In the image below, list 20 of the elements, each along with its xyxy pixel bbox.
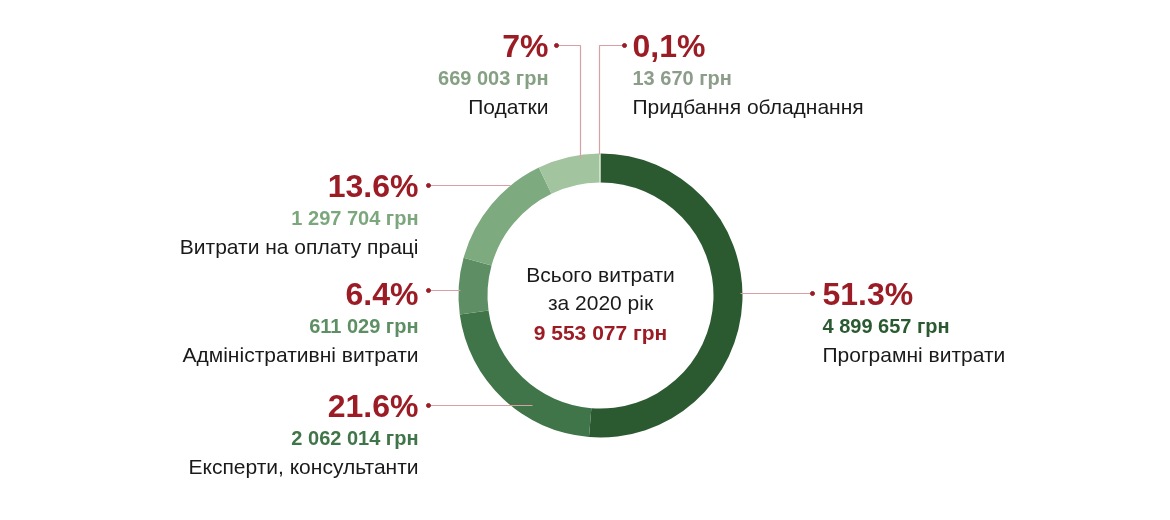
- text: 6.4%: [345, 275, 419, 312]
- slice-label: Програмні витрати: [822, 343, 1006, 366]
- slice-label: Податки: [468, 95, 549, 118]
- text: 7%: [502, 27, 549, 64]
- text: 51.3%: [822, 275, 914, 312]
- slice-label: Адміністративні витрати: [182, 343, 419, 366]
- data-label: 669 003 грн: [438, 66, 549, 89]
- data-label: 2 062 014 грн: [291, 426, 419, 449]
- text: Всього витрати за 2020 рік: [526, 263, 675, 314]
- data-label: 13 670 грн: [632, 66, 732, 89]
- slice-label: Експерти, консультанти: [188, 455, 419, 478]
- text: 0,1%: [632, 27, 706, 64]
- text: 9 553 077 грн: [533, 321, 668, 344]
- slice-label: Витрати на оплату праці: [179, 235, 419, 258]
- text: 13.6%: [327, 167, 419, 204]
- slice-label: Придбання обладнання: [632, 95, 864, 118]
- data-label: 611 029 грн: [309, 314, 419, 337]
- text: 21.6%: [327, 387, 419, 424]
- data-label: 4 899 657 грн: [822, 314, 950, 337]
- data-label: 1 297 704 грн: [291, 206, 419, 229]
